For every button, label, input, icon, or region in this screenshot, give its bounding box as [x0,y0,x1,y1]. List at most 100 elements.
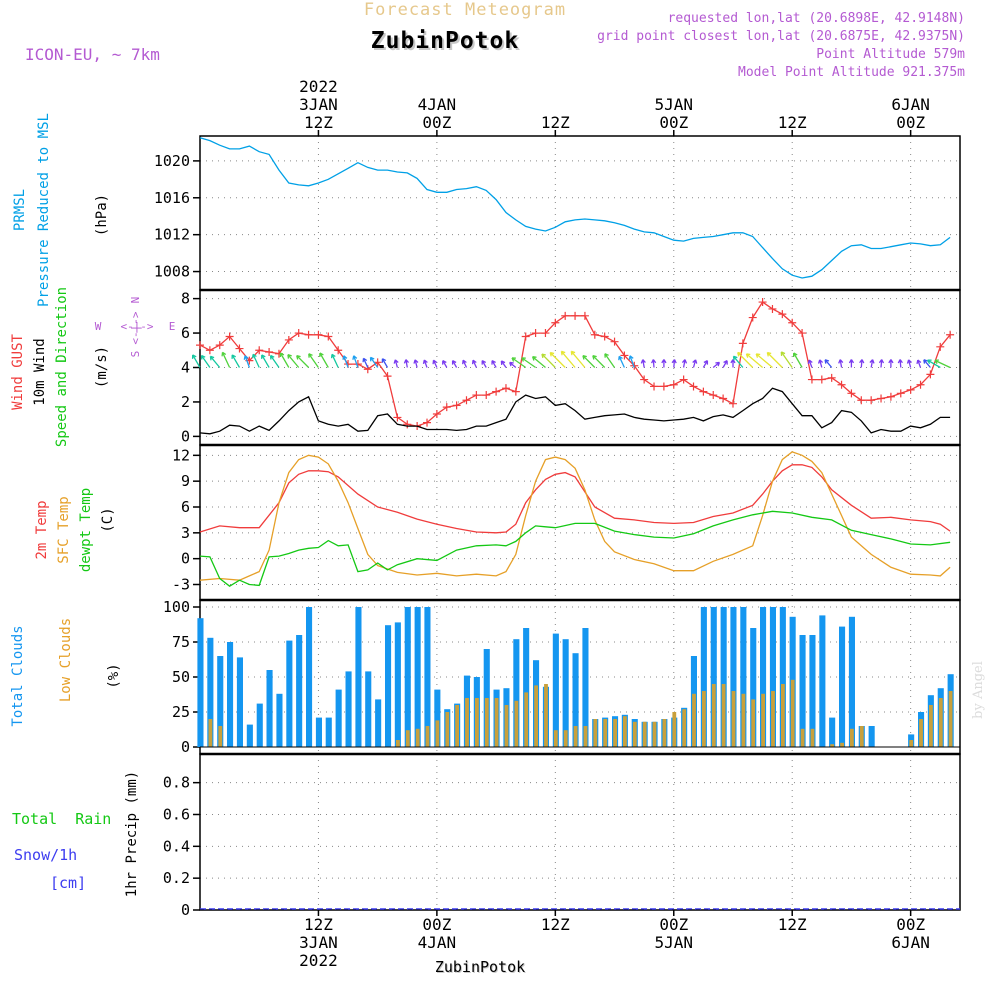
low-cloud-bar [731,691,736,747]
wind-direction-arrow [838,359,844,368]
total-cloud-bar [730,607,737,747]
wind-direction-arrow [934,359,951,369]
gust-point [492,387,501,396]
gust-point [284,335,293,344]
wind-direction-arrow [413,359,419,368]
low-cloud-bar [672,712,677,747]
snow-label: Snow/1h [14,846,77,864]
wind-direction-arrow [549,351,566,368]
low-cloud-bar [790,679,795,747]
gust-point [324,332,333,341]
time-tick-label: 4JAN [418,933,457,952]
wind-direction-arrow [342,355,349,368]
gust-point [521,332,530,341]
super-title: Forecast Meteogram [364,0,566,20]
wind-direction-arrow [560,350,576,368]
wind-direction-arrow [191,354,201,368]
gust-point [640,375,649,384]
low-cloud-bar [840,742,844,747]
total-cloud-bar [710,607,717,747]
total-cloud-bar [434,689,441,747]
low-cloud-bar [652,721,657,747]
low-cloud-bar [405,730,410,747]
wind-direction-arrow [780,351,793,368]
gust-point [659,382,668,391]
y-tick-label: 4 [181,359,190,377]
total-cloud-bar [424,607,431,747]
total-cloud-bar [355,607,362,747]
panel-frame [199,753,961,911]
wind-direction-arrow [362,357,369,368]
gust-point [827,373,836,382]
gust-point [709,391,718,400]
wind-direction-arrow [745,353,764,368]
gust-point [551,318,560,327]
gust-point [215,341,224,350]
total-cloud-bar [769,607,776,747]
pressure-line [199,137,951,279]
location-title: ZubinPotok [371,28,519,54]
gust-point [807,375,816,384]
low-cloud-bar [632,721,637,747]
total-cloud-bar [552,633,559,747]
gust-point [255,346,264,355]
total-cloud-bar [246,724,253,747]
total-cloud-bar [513,639,520,747]
wind-direction-arrow [471,359,477,368]
time-tick-label: 3JAN [299,933,338,952]
gust-point [758,298,767,307]
footer-location: ZubinPotok [435,958,525,976]
clouds-panel: 0 25 50 75 100 [163,598,961,756]
requested-coords: requested lon,lat (20.6898E, 42.9148N) [668,11,965,26]
gust-point [847,389,856,398]
wind-direction-arrow [531,356,546,368]
low-cloud-bar [553,730,558,747]
time-tick-label: 12Z [778,915,807,934]
closest-coords: grid point closest lon,lat (20.6875E, 42… [597,29,965,44]
precip-labels: Total Rain Snow/1h [cm] 1hr Precip (mm) [12,771,140,897]
wind-direction-arrow [381,358,389,368]
wind-direction-arrow [604,353,616,368]
time-tick-label: 12Z [304,113,333,132]
gust-point [669,380,678,389]
wind-direction-arrow [817,359,824,368]
time-tick-label: 2022 [299,77,338,96]
wind-direction-arrow [702,360,709,368]
wind-direction-arrow [766,351,783,368]
wind-direction-arrow [330,353,339,368]
gust-point [580,311,589,320]
time-tick-label: 12Z [541,915,570,934]
wind-direction-arrow [442,360,448,368]
wind-direction-arrow [859,359,865,368]
wind-direction-arrow [722,360,728,368]
total-cloud-bar [315,717,322,747]
panel-frame [199,135,961,291]
sfc-temp-label: SFC Temp [56,496,72,563]
wind-direction-arrow [432,359,438,368]
gust-point [837,380,846,389]
time-tick-label: 12Z [304,915,333,934]
wind-direction-arrow [923,359,931,368]
y-tick-label: 0.2 [163,869,190,887]
rain-label: Total Rain [12,810,111,828]
low-cloud-bar [593,719,598,747]
compass-arrow-h: <-|-> [120,320,153,333]
total-cloud-bar [286,640,293,747]
total-cloud-bar [799,635,806,747]
low-cloud-bar [800,728,805,747]
low-cloud-bar [583,726,588,747]
gust-point [728,399,737,408]
temperature-labels: 2m Temp SFC Temp dewpt Temp (C) [34,488,116,572]
wind-direction-arrow [730,359,736,368]
low-cloud-bar [721,684,726,747]
gust-point [205,346,214,355]
dewpoint-line [199,510,951,587]
gust-point [314,330,323,339]
total-cloud-bar [572,653,579,747]
total-cloud-bar [365,671,372,747]
total-cloud-bar [404,607,411,747]
low-cloud-bar [534,685,538,747]
low-cloud-bar [859,726,864,747]
gust-point [679,375,688,384]
gust-point [590,330,599,339]
